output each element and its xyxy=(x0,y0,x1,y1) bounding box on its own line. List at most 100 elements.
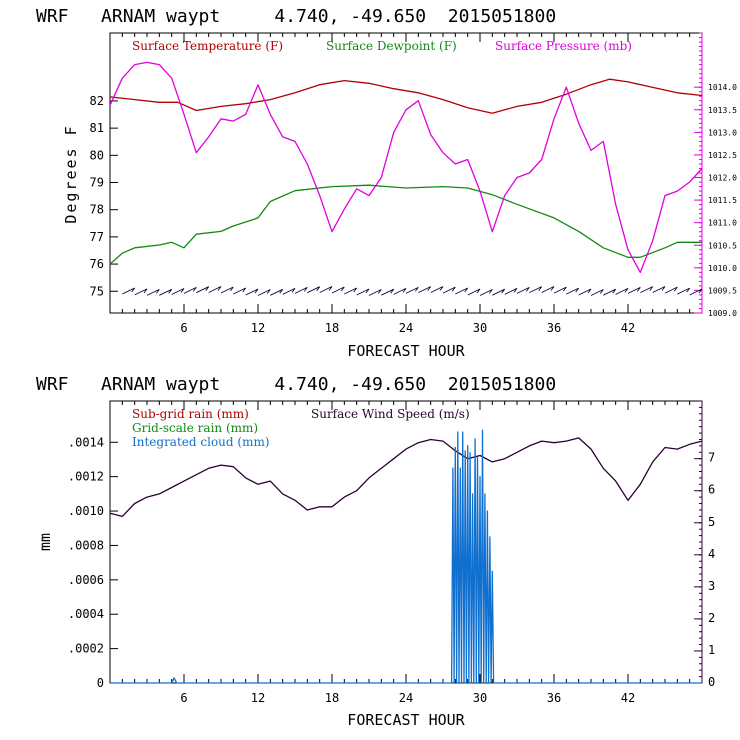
legend-grid-scale-rain: Grid-scale rain (mm) xyxy=(132,421,258,435)
top-x-tick-label: 30 xyxy=(473,321,487,335)
wind-barb xyxy=(196,286,210,294)
bottom-x-tick-label: 6 xyxy=(180,691,187,705)
wind-barb xyxy=(430,286,444,293)
top-right-tick-label: 1011.5 xyxy=(708,196,737,205)
top-x-tick-label: 42 xyxy=(621,321,635,335)
legend-integrated-cloud: Integrated cloud (mm) xyxy=(132,435,270,449)
wind-barb xyxy=(467,288,481,296)
wind-barb xyxy=(603,288,617,296)
bottom-x-tick-label: 12 xyxy=(251,691,265,705)
wind-barb xyxy=(294,286,308,294)
top-series-lines xyxy=(109,61,703,274)
bottom-x-tick-label: 30 xyxy=(473,691,487,705)
bottom-x-tick-label: 24 xyxy=(399,691,413,705)
top-x-axis-title: FORECAST HOUR xyxy=(347,342,465,360)
bottom-y-tick-label: .0010 xyxy=(68,504,104,518)
wind-barb xyxy=(677,287,691,295)
bottom-y-tick-label: .0012 xyxy=(68,470,104,484)
wind-barb xyxy=(319,286,333,293)
top-y-axis-title: Degrees F xyxy=(62,124,80,223)
top-y-tick-label: 82 xyxy=(90,94,104,108)
wind-barb xyxy=(418,286,432,294)
wind-barb xyxy=(134,288,148,296)
wind-barb xyxy=(171,288,185,295)
bottom-x-tick-label: 18 xyxy=(325,691,339,705)
bottom-y-tick-label: .0014 xyxy=(68,435,104,449)
wind-barb xyxy=(627,286,641,294)
bottom-x-axis-title: FORECAST HOUR xyxy=(347,711,465,729)
wind-barb xyxy=(159,288,173,296)
top-y-tick-label: 79 xyxy=(90,176,104,190)
wind-barb xyxy=(122,287,136,295)
bottom-right-tick-label: 4 xyxy=(708,547,715,561)
wind-barbs xyxy=(122,286,703,296)
wind-barb xyxy=(183,286,197,294)
bottom-y-tick-label: .0006 xyxy=(68,573,104,587)
wind-barb xyxy=(344,287,358,295)
bottom-chart-title: WRF ARNAM waypt 4.740, -49.650 201505180… xyxy=(36,374,556,395)
wind-barb xyxy=(331,286,345,294)
bottom-right-tick-label: 5 xyxy=(708,515,715,529)
wind-barb xyxy=(479,289,493,296)
top-y-tick-label: 81 xyxy=(90,121,104,135)
legend-surface-dewpoint: Surface Dewpoint (F) xyxy=(326,39,457,53)
top-plot-frame xyxy=(109,32,703,314)
bottom-axis-ticks: 6 12 18 24 30 36 420.0002.0004.0006.0008.0010.… xyxy=(68,400,715,705)
bottom-y-tick-label: .0002 xyxy=(68,642,104,656)
wind-barb xyxy=(578,288,592,296)
bottom-y-tick-label: .0008 xyxy=(68,538,104,552)
bottom-right-tick-label: 0 xyxy=(708,675,715,689)
top-right-tick-label: 1012.5 xyxy=(708,151,737,160)
bottom-series-integrated-cloud-mm xyxy=(110,429,702,684)
legend-surface-temperature: Surface Temperature (F) xyxy=(132,39,283,53)
wind-barb xyxy=(689,288,703,296)
temperature-pressure-panel: WRF ARNAM waypt 4.740, -49.650 201505180… xyxy=(36,6,737,360)
top-y-tick-label: 75 xyxy=(90,284,104,298)
legend-surface-wind-speed: Surface Wind Speed (m/s) xyxy=(311,407,470,421)
top-x-tick-label: 6 xyxy=(180,321,187,335)
top-y-tick-label: 76 xyxy=(90,257,104,271)
wind-barb xyxy=(442,286,456,294)
bottom-right-tick-label: 7 xyxy=(708,451,715,465)
bottom-x-tick-label: 42 xyxy=(621,691,635,705)
bottom-y-tick-label: .0004 xyxy=(68,607,104,621)
wind-barb xyxy=(516,286,530,294)
wind-barb xyxy=(405,286,419,294)
wind-barb xyxy=(257,289,271,296)
wind-barb xyxy=(553,286,567,294)
wind-barb xyxy=(664,286,678,294)
wind-barb xyxy=(541,286,555,293)
top-right-tick-label: 1010.0 xyxy=(708,264,737,273)
wind-barb xyxy=(381,288,395,296)
wind-barb xyxy=(307,286,321,294)
bottom-x-tick-label: 36 xyxy=(547,691,561,705)
top-series-surface-temperature-f xyxy=(109,78,703,114)
wind-barb xyxy=(393,287,407,295)
top-series-surface-pressure-mb xyxy=(109,61,703,274)
wind-barb xyxy=(208,286,222,293)
wind-barb xyxy=(270,288,284,296)
wind-barb xyxy=(220,286,234,294)
wind-barb xyxy=(245,288,259,296)
top-x-tick-label: 12 xyxy=(251,321,265,335)
wind-barb xyxy=(640,286,654,294)
wind-barb xyxy=(356,288,370,296)
wind-barb xyxy=(590,289,604,296)
bottom-right-tick-label: 2 xyxy=(708,611,715,625)
top-right-tick-label: 1009.5 xyxy=(708,286,737,295)
top-chart-title: WRF ARNAM waypt 4.740, -49.650 201505180… xyxy=(36,6,556,27)
wind-barb xyxy=(282,287,296,295)
top-x-tick-label: 24 xyxy=(399,321,413,335)
wind-barb xyxy=(492,288,506,296)
legend-sub-grid-rain: Sub-grid rain (mm) xyxy=(132,407,249,421)
top-right-tick-label: 1013.5 xyxy=(708,106,737,115)
wind-barb xyxy=(652,286,666,293)
wind-barb xyxy=(566,287,580,295)
bottom-right-tick-label: 1 xyxy=(708,643,715,657)
top-right-tick-label: 1011.0 xyxy=(708,219,737,228)
legend-surface-pressure: Surface Pressure (mb) xyxy=(495,39,632,53)
wind-barb xyxy=(455,287,469,295)
wind-barb xyxy=(615,287,629,295)
top-right-tick-label: 1014.0 xyxy=(708,83,737,92)
